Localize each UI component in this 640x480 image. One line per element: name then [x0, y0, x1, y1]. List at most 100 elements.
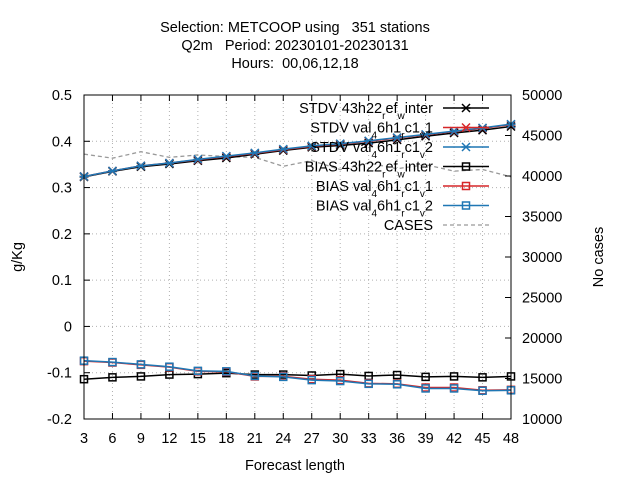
x-tick-label: 6: [108, 431, 116, 447]
legend-label: STDV val46h1rc1v1: [310, 121, 433, 142]
y-tick-label: -0.1: [47, 366, 72, 382]
series-line: [83, 123, 512, 178]
data-point-x: [164, 158, 174, 168]
data-point-x: [107, 166, 117, 176]
y-tick-label: 0.1: [52, 273, 72, 289]
y-tick-label: 0.5: [52, 88, 72, 104]
y2-tick-label: 30000: [522, 250, 562, 266]
x-tick-label: 12: [161, 431, 177, 447]
x-tick-label: 21: [247, 431, 263, 447]
data-point-x: [335, 139, 345, 149]
title-line: Selection: METCOOP using 351 stations: [160, 20, 430, 36]
data-point-square: [193, 366, 203, 376]
x-tick-label: 45: [474, 431, 490, 447]
series-line: [83, 359, 512, 392]
series-3: [79, 368, 516, 384]
data-point-square: [136, 372, 146, 381]
y-tick-label: 0.3: [52, 181, 72, 197]
data-point-square: [478, 386, 487, 396]
series-line: [83, 372, 512, 380]
x-tick-label: 18: [218, 431, 234, 447]
data-point-x: [364, 136, 374, 146]
data-point-x: [193, 154, 203, 164]
legend-label: BIAS 43h22refwinter: [305, 160, 433, 181]
title-line: Q2m Period: 20230101-20230131: [181, 38, 408, 54]
data-point-square: [307, 375, 316, 385]
series-2: [79, 119, 516, 181]
data-point-x: [136, 161, 146, 171]
data-point-square: [250, 371, 260, 381]
data-point-square: [461, 162, 471, 171]
data-point-x: [421, 129, 431, 139]
axis-ticks: 3 6 9 12 15 18 21 24 27 30 33 36 39 42 45 48-0.2-0.100.…: [47, 88, 562, 447]
x-tick-label: 15: [190, 431, 206, 447]
y-tick-label: -0.2: [47, 412, 72, 428]
legend-item: BIAS 43h22refwinter: [305, 160, 489, 181]
data-point-x: [307, 141, 317, 151]
data-point-square: [392, 380, 402, 389]
data-point-square: [461, 181, 471, 191]
series-lines: [79, 119, 516, 396]
legend-label: BIAS val46h1rc1v2: [316, 199, 433, 220]
x-tick-label: 3: [80, 431, 88, 447]
legend-label: BIAS val46h1rc1v1: [316, 179, 433, 200]
y-tick-label: 0.4: [52, 134, 72, 150]
grid-lines: [84, 95, 511, 419]
plot-frame: [83, 94, 512, 420]
data-point-square: [222, 367, 231, 376]
chart-title: Selection: METCOOP using 351 stations Q2m…: [160, 20, 430, 72]
data-point-square: [421, 372, 430, 382]
legend-item: BIAS val46h1rc1v2: [316, 199, 489, 220]
series-cases: [83, 151, 512, 178]
x-tick-label: 39: [418, 431, 434, 447]
x-tick-label: 24: [275, 431, 291, 447]
data-point-square: [461, 201, 471, 210]
legend-item: STDV val46h1rc1v2: [310, 140, 489, 161]
legend-item: STDV val46h1rc1v1: [310, 121, 489, 142]
data-point-square: [279, 372, 288, 382]
legend-label: STDV 43h22refwinter: [299, 101, 433, 122]
y-axis-label: g/Kg: [10, 242, 26, 272]
data-point-square: [392, 370, 402, 380]
data-point-x: [250, 148, 260, 158]
data-point-square: [335, 376, 345, 386]
data-point-x: [221, 151, 231, 161]
data-point-x: [278, 144, 288, 154]
title-line: Hours: 00,06,12,18: [231, 56, 358, 72]
x-tick-label: 9: [137, 431, 145, 447]
data-point-x: [461, 103, 471, 113]
data-point-square: [364, 379, 373, 389]
data-point-x: [392, 133, 402, 143]
data-point-square: [108, 357, 117, 367]
y2-tick-label: 45000: [522, 129, 562, 145]
y2-tick-label: 20000: [522, 331, 562, 347]
x-tick-label: 33: [361, 431, 377, 447]
y2-tick-label: 25000: [522, 291, 562, 307]
data-point-square: [136, 360, 146, 369]
x-tick-label: 42: [446, 431, 462, 447]
series-line: [83, 151, 512, 178]
data-point-x: [461, 142, 471, 152]
data-point-x: [449, 126, 459, 136]
x-tick-label: 30: [332, 431, 348, 447]
data-point-square: [421, 384, 430, 393]
legend-item: STDV 43h22refwinter: [299, 101, 489, 122]
y2-axis-label: No cases: [591, 227, 607, 287]
data-point-square: [449, 384, 459, 393]
legend-item: CASES: [384, 218, 489, 234]
data-point-square: [478, 373, 487, 382]
y2-tick-label: 40000: [522, 169, 562, 185]
data-point-square: [449, 372, 459, 381]
y-tick-label: 0.2: [52, 227, 72, 243]
x-tick-label: 27: [304, 431, 320, 447]
data-point-square: [108, 373, 117, 382]
data-point-square: [165, 362, 174, 371]
series-line: [83, 125, 512, 178]
y2-tick-label: 35000: [522, 210, 562, 226]
x-axis-label: Forecast length: [245, 458, 345, 474]
x-tick-label: 36: [389, 431, 405, 447]
y2-tick-label: 10000: [522, 412, 562, 428]
x-tick-label: 48: [503, 431, 519, 447]
data-point-x: [461, 122, 471, 133]
